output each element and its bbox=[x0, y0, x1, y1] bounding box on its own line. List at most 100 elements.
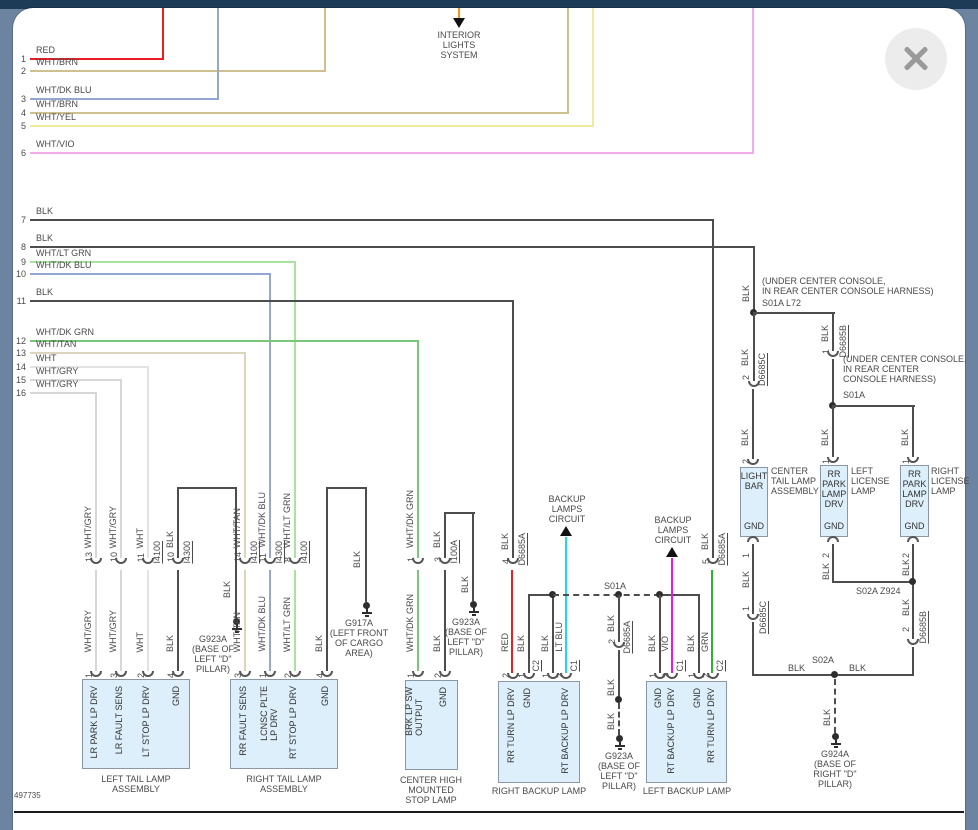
connector-break-icon bbox=[747, 536, 759, 542]
left-license-box bbox=[820, 465, 848, 537]
interior-lights-wire bbox=[458, 8, 460, 18]
pin-number: 2 bbox=[741, 374, 751, 380]
component-caption: RIGHT LICENSE LAMP bbox=[931, 466, 970, 496]
splice-dot bbox=[549, 591, 556, 598]
wire-7-drop bbox=[712, 219, 714, 564]
connector-break-icon bbox=[748, 381, 760, 387]
wire-label: WHT/BRN bbox=[36, 99, 78, 109]
wire-16 bbox=[30, 392, 97, 394]
connector-break-icon bbox=[439, 558, 451, 564]
wire-color-label: BLK bbox=[741, 284, 751, 302]
component-caption: CENTER HIGH MOUNTED STOP LAMP bbox=[399, 775, 462, 805]
connector-break-icon bbox=[239, 671, 251, 677]
wire-number: 15 bbox=[15, 375, 26, 385]
connector-break-icon bbox=[412, 671, 424, 677]
connector-name: D6685B bbox=[918, 611, 928, 644]
wire-segment bbox=[552, 595, 554, 674]
component-pin-label: GND bbox=[653, 688, 663, 708]
component-pin-label: GND bbox=[692, 688, 702, 708]
connector-name: C1 bbox=[569, 660, 579, 672]
wire-5-riser bbox=[592, 8, 594, 126]
connector-break-icon bbox=[289, 671, 301, 677]
wire-color-label: BLK bbox=[432, 530, 442, 548]
component-pin-label: LT STOP LP DRV bbox=[141, 686, 151, 758]
wire-1-red-riser bbox=[162, 8, 164, 59]
wire-label: WHT/DK BLU bbox=[36, 260, 92, 270]
wire-color-label: BLK bbox=[540, 634, 550, 652]
splice-dot bbox=[909, 578, 916, 585]
wire-color-label: WHT/DK BLU bbox=[257, 596, 267, 652]
wire-number: 14 bbox=[15, 362, 26, 372]
gnd-wire bbox=[832, 581, 914, 583]
wire-color-label: BLK bbox=[741, 570, 751, 588]
wire-color-label: BLK bbox=[822, 708, 832, 726]
component-pin-label: RT BACKUP LP DRV bbox=[560, 688, 570, 774]
wire-label: BLK bbox=[36, 233, 54, 243]
wire-color-label: VIO bbox=[660, 636, 670, 652]
splice-label: S01A bbox=[604, 581, 627, 591]
wire-2-riser bbox=[324, 8, 326, 71]
wire-color-label: BLK bbox=[740, 428, 750, 446]
pin-number: 2 bbox=[901, 552, 911, 558]
wire-14-drop bbox=[147, 366, 149, 564]
wire-segment bbox=[417, 570, 419, 672]
wire-14 bbox=[30, 366, 149, 368]
connector-name: D6685A bbox=[517, 533, 527, 566]
wire-4-riser bbox=[567, 8, 569, 113]
branch-wire bbox=[753, 312, 835, 314]
splice-label: S02A Z924 bbox=[856, 586, 901, 596]
wire-6 bbox=[30, 152, 754, 154]
wire-number: 11 bbox=[16, 296, 26, 306]
wire-color-label: WHT/GRY bbox=[108, 505, 118, 548]
pin-number: 2 bbox=[901, 626, 911, 632]
wire-number: 12 bbox=[15, 336, 26, 346]
connector-break-icon bbox=[412, 558, 424, 564]
close-button[interactable] bbox=[885, 28, 947, 90]
splice-label: S01A L72 bbox=[762, 298, 802, 308]
wire-number: 4 bbox=[20, 108, 26, 118]
ground-label: G917A (LEFT FRONT OF CARGO AREA) bbox=[329, 618, 389, 658]
wire-color-label: GRN bbox=[700, 632, 710, 652]
wire-color-label: WHT bbox=[135, 527, 145, 549]
wire-color-label: BLK bbox=[606, 678, 616, 696]
wire-color-label: BLK bbox=[606, 712, 616, 730]
right-license-box bbox=[900, 465, 929, 537]
wire-number: 5 bbox=[20, 121, 26, 131]
interior-lights-system-label: INTERIOR LIGHTS SYSTEM bbox=[437, 30, 481, 60]
component-pin-label: RR TURN LP DRV bbox=[706, 688, 716, 764]
wire-color-label: BLK bbox=[606, 614, 616, 632]
component-caption: CENTER TAIL LAMP ASSEMBLY bbox=[771, 466, 819, 496]
gnd-wire-leg bbox=[235, 487, 237, 618]
wire-10-drop bbox=[269, 273, 271, 564]
component-pin-label: GND bbox=[320, 686, 330, 706]
wire-label: WHT/YEL bbox=[36, 112, 77, 122]
connector-break-icon bbox=[747, 614, 759, 620]
component-title: LIGHT BAR bbox=[740, 471, 768, 491]
wire-label: RED bbox=[36, 45, 56, 55]
splice-dot bbox=[615, 696, 622, 703]
wire-color-label: BLK bbox=[821, 562, 831, 580]
ground-label: G923A (BASE OF LEFT "D" PILLAR) bbox=[191, 634, 234, 674]
wire-number: 2 bbox=[20, 66, 26, 76]
wire-number: 13 bbox=[15, 348, 26, 358]
component-pin-label: RT STOP LP DRV bbox=[288, 686, 298, 760]
ground-label: G924A (BASE OF RIGHT "D" PILLAR) bbox=[813, 749, 857, 789]
wire-color-label: BLK bbox=[165, 530, 175, 548]
ground-icon bbox=[612, 735, 626, 750]
component-pin-label: LR FAULT SENS bbox=[114, 686, 124, 755]
gnd-wire bbox=[752, 544, 754, 614]
wire-9-drop bbox=[294, 261, 296, 564]
connector-break-icon bbox=[264, 671, 276, 677]
component-pin-label: GND bbox=[171, 686, 181, 706]
ground-icon bbox=[828, 733, 842, 748]
component-pin-label: RR FAULT SENS bbox=[238, 686, 248, 756]
arrow-up-icon bbox=[560, 526, 572, 536]
component-caption: LEFT LICENSE LAMP bbox=[851, 466, 890, 496]
wire-number: 1 bbox=[20, 54, 26, 64]
wire-segment bbox=[912, 405, 914, 458]
connector-break-icon bbox=[613, 642, 625, 648]
wire-color-label: BLK bbox=[686, 634, 696, 652]
wire-10 bbox=[30, 273, 271, 275]
connector-break-icon bbox=[547, 673, 559, 679]
